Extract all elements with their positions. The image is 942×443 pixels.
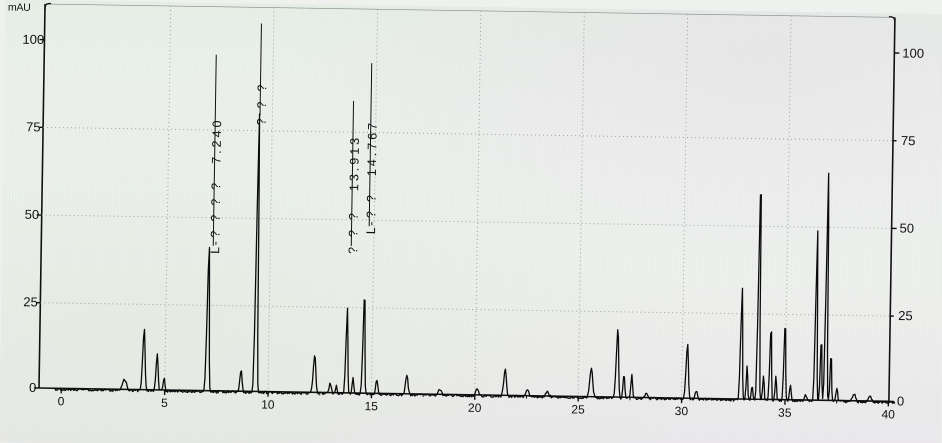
svg-text:40: 40 (881, 407, 895, 421)
svg-text:0: 0 (29, 380, 36, 395)
svg-text:0: 0 (58, 394, 65, 408)
svg-text:25: 25 (571, 402, 585, 416)
svg-text:25: 25 (23, 294, 38, 309)
svg-text:15: 15 (364, 399, 378, 413)
svg-text:L-????7.240: L-????7.240 (208, 117, 224, 253)
svg-text:5: 5 (161, 396, 168, 410)
svg-text:75: 75 (901, 133, 916, 148)
svg-text:75: 75 (26, 119, 41, 134)
svg-text:50: 50 (25, 207, 40, 222)
svg-text:30: 30 (675, 404, 689, 418)
svg-text:100: 100 (902, 46, 924, 61)
svg-text:10: 10 (261, 397, 275, 411)
svg-text:???: ??? (255, 75, 270, 126)
svg-text:25: 25 (898, 308, 913, 323)
svg-text:mAU: mAU (8, 1, 31, 13)
svg-text:50: 50 (900, 220, 915, 235)
svg-text:0: 0 (897, 393, 904, 408)
svg-text:35: 35 (778, 406, 792, 420)
svg-text:100: 100 (22, 32, 44, 47)
svg-text:20: 20 (468, 401, 482, 415)
